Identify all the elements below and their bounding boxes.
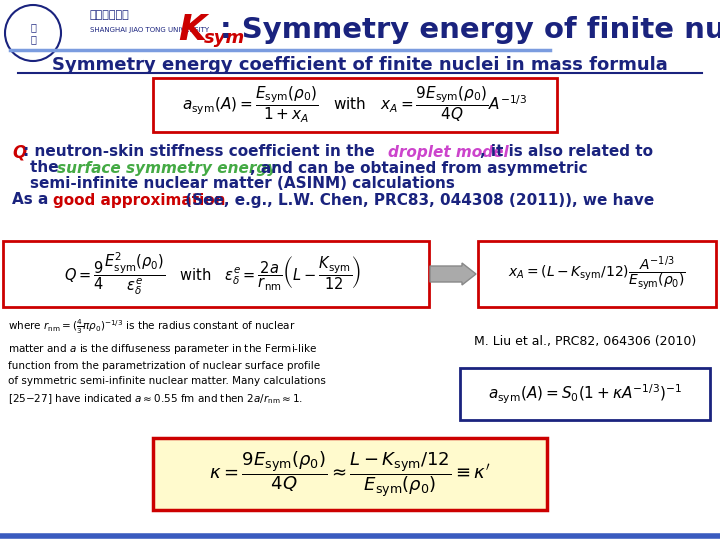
Text: K: K <box>178 13 206 47</box>
FancyBboxPatch shape <box>153 78 557 132</box>
Text: Q: Q <box>12 143 26 161</box>
Text: $\kappa = \dfrac{9E_{\mathrm{sym}}(\rho_0)}{4Q} \approx \dfrac{L - K_{\mathrm{sy: $\kappa = \dfrac{9E_{\mathrm{sym}}(\rho_… <box>210 449 491 499</box>
Text: $x_A = (L - K_{\mathrm{sym}}/12)\dfrac{A^{-1/3}}{E_{\mathrm{sym}}(\rho_0)}$: $x_A = (L - K_{\mathrm{sym}}/12)\dfrac{A… <box>508 255 686 293</box>
Text: $a_{\mathrm{sym}}(A) = S_0(1 + \kappa A^{-1/3})^{-1}$: $a_{\mathrm{sym}}(A) = S_0(1 + \kappa A^… <box>488 382 682 406</box>
FancyBboxPatch shape <box>3 241 429 307</box>
Text: As a: As a <box>12 192 53 207</box>
Text: (See, e.g., L.W. Chen, PRC83, 044308 (2011)), we have: (See, e.g., L.W. Chen, PRC83, 044308 (20… <box>180 192 654 207</box>
Text: $Q = \dfrac{9}{4}\dfrac{E_{\mathrm{sym}}^2(\rho_0)}{\varepsilon_\delta^e}$$\quad: $Q = \dfrac{9}{4}\dfrac{E_{\mathrm{sym}}… <box>64 251 361 298</box>
Text: : Symmetry energy of finite nuclei: : Symmetry energy of finite nuclei <box>220 16 720 44</box>
FancyBboxPatch shape <box>478 241 716 307</box>
Text: : neutron-skin stiffness coefficient in the: : neutron-skin stiffness coefficient in … <box>23 145 380 159</box>
Text: sym: sym <box>204 29 246 47</box>
Text: surface symmetry energy: surface symmetry energy <box>57 160 277 176</box>
FancyBboxPatch shape <box>460 368 710 420</box>
Text: Symmetry energy coefficient of finite nuclei in mass formula: Symmetry energy coefficient of finite nu… <box>52 56 668 74</box>
Text: 上海交通大学: 上海交通大学 <box>90 10 130 20</box>
Text: , it is also related to: , it is also related to <box>480 145 653 159</box>
Text: 校
标: 校 标 <box>30 22 36 44</box>
Text: where $r_{\mathrm{nm}} = (\frac{4}{3}\pi\rho_0)^{-1/3}$ is the radius constant o: where $r_{\mathrm{nm}} = (\frac{4}{3}\pi… <box>8 318 326 406</box>
FancyBboxPatch shape <box>153 438 547 510</box>
Text: droplet model: droplet model <box>388 145 509 159</box>
Text: semi-infinite nuclear matter (ASINM) calculations: semi-infinite nuclear matter (ASINM) cal… <box>30 177 455 192</box>
Text: good approximation: good approximation <box>53 192 225 207</box>
Text: $a_{\mathrm{sym}}(A) = \dfrac{E_{\mathrm{sym}}(\rho_0)}{1 + x_A}$$\quad\mathrm{w: $a_{\mathrm{sym}}(A) = \dfrac{E_{\mathrm… <box>182 85 528 125</box>
Text: M. Liu et al., PRC82, 064306 (2010): M. Liu et al., PRC82, 064306 (2010) <box>474 335 696 348</box>
Text: the: the <box>30 160 64 176</box>
Text: SHANGHAI JIAO TONG UNIVERSITY: SHANGHAI JIAO TONG UNIVERSITY <box>90 27 209 33</box>
Text: , and can be obtained from asymmetric: , and can be obtained from asymmetric <box>250 160 588 176</box>
FancyArrow shape <box>430 263 476 285</box>
